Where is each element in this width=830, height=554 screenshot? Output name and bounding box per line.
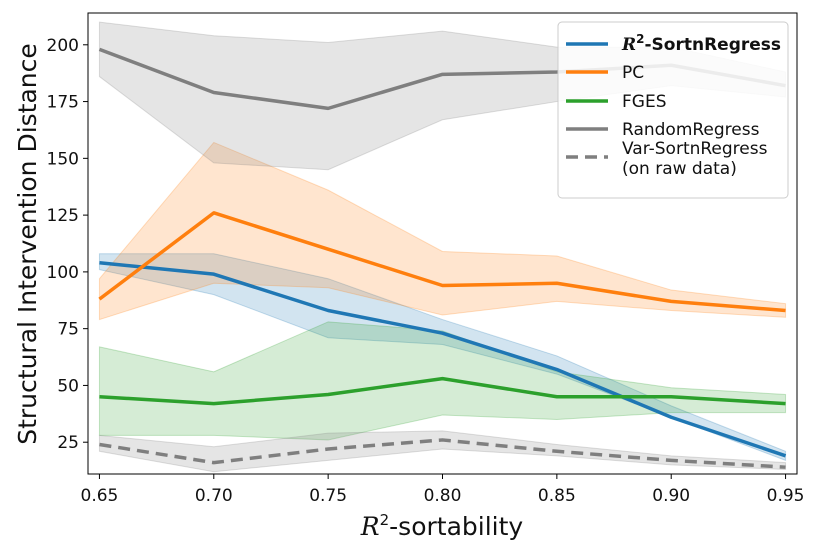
var-sortnregress-on-raw-data-line xyxy=(99,438,786,469)
y-tick-label: 150 xyxy=(47,149,79,169)
x-tick-label: 0.95 xyxy=(767,486,805,506)
y-tick-label: 175 xyxy=(47,93,79,113)
y-axis-label: Structural Intervention Distance xyxy=(13,43,42,445)
x-tick-label: 0.65 xyxy=(81,486,119,506)
r-sortnregress-line xyxy=(99,261,787,458)
y-tick-label: 25 xyxy=(57,433,79,453)
var-sortnregress-on-raw-data-legend-label: Var-SortnRegress (on raw data) xyxy=(622,139,768,179)
x-tick-label: 0.75 xyxy=(309,486,347,506)
x-tick-label: 0.90 xyxy=(652,486,690,506)
legend-box xyxy=(557,21,789,199)
x-tick-label: 0.85 xyxy=(538,486,576,506)
y-tick-label: 125 xyxy=(47,206,79,226)
y-tick-label: 50 xyxy=(57,376,79,396)
y-tick-label: 100 xyxy=(47,263,79,283)
x-axis-ticks: 0.65 0.70 0.75 0.80 0.85 0.90 0.95 xyxy=(81,474,805,506)
x-axis-label: R2-sortability xyxy=(360,511,524,541)
y-axis-ticks: 25 50 75 100 125 150 175 200 xyxy=(47,36,88,453)
randomregress-legend-label: RandomRegress xyxy=(622,120,760,140)
pc-line xyxy=(98,211,786,313)
y-tick-label: 75 xyxy=(57,320,79,340)
confidence-bands xyxy=(98,21,787,473)
fges-line xyxy=(99,376,786,406)
pc-legend-label: PC xyxy=(622,63,644,83)
x-tick-label: 0.80 xyxy=(424,486,462,506)
legend: R2-SortnRegress PC FGES RandomRegressVar-So… xyxy=(557,21,789,199)
y-tick-label: 200 xyxy=(47,36,79,56)
fges-legend-label: FGES xyxy=(622,92,666,112)
r-sortnregress-legend-label: R2-SortnRegress xyxy=(621,32,781,55)
var-sortnregress-on-raw-data-band xyxy=(98,430,787,473)
x-tick-label: 0.70 xyxy=(195,486,233,506)
fges-band xyxy=(98,321,787,441)
r-sortnregress-band xyxy=(98,253,787,462)
